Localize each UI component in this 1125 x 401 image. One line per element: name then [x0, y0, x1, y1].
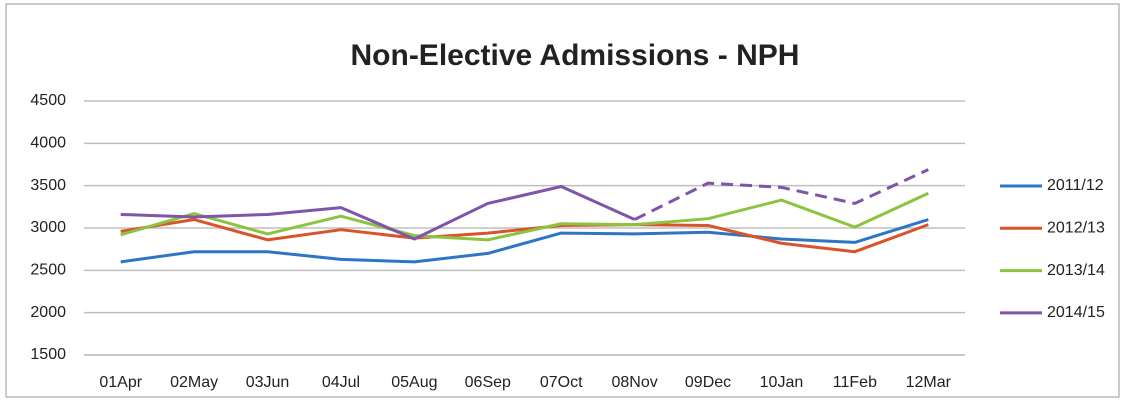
x-tick-label: 10Jan: [760, 374, 804, 391]
x-tick-label: 07Oct: [540, 374, 583, 391]
line-series: [120, 218, 929, 264]
x-tick-label: 12Mar: [906, 374, 952, 391]
y-tick-label: 4000: [30, 135, 66, 152]
x-tick-label: 08Nov: [612, 374, 658, 391]
legend-label: 2014/15: [1047, 304, 1105, 321]
x-tick-label: 01Apr: [99, 374, 142, 391]
x-tick-label: 06Sep: [465, 374, 511, 391]
chart-frame: [5, 3, 1120, 398]
legend-label: 2012/13: [1047, 220, 1105, 237]
x-tick-label: 09Dec: [685, 374, 731, 391]
line-series: [120, 185, 636, 241]
y-tick-label: 3000: [30, 219, 66, 236]
line-series: [120, 218, 929, 254]
y-tick-label: 1500: [30, 346, 66, 363]
y-tick-label: 2500: [30, 262, 66, 279]
x-tick-label: 11Feb: [833, 374, 877, 391]
line-series: [120, 191, 929, 242]
y-tick-label: 4500: [30, 92, 66, 109]
x-tick-label: 02May: [170, 374, 218, 391]
line-series-dashed: [633, 168, 929, 221]
y-tick-label: 2000: [30, 304, 66, 321]
chart-title: Non-Elective Admissions - NPH: [351, 39, 800, 72]
legend-label: 2011/12: [1047, 177, 1104, 194]
x-tick-label: 05Aug: [391, 374, 437, 391]
y-tick-label: 3500: [30, 177, 66, 194]
x-tick-label: 04Jul: [322, 374, 360, 391]
x-tick-label: 03Jun: [246, 374, 290, 391]
legend-label: 2013/14: [1047, 262, 1105, 279]
